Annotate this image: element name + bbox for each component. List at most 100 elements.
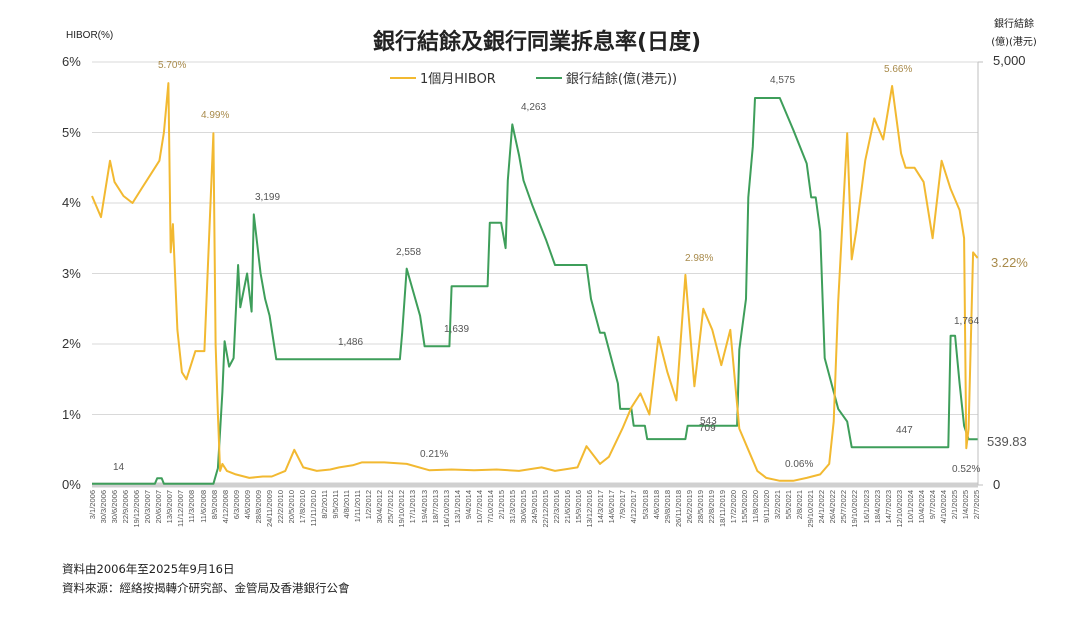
x-tick-label: 18/11/2019 [717,490,727,527]
legend-label-balance: 銀行結餘(億(港元)) [565,72,678,87]
annotation-balance-2006: 14 [113,462,125,473]
x-tick-label: 28/8/2009 [253,490,263,524]
x-tick-label: 1/11/2011 [353,490,363,523]
x-tick-label: 24/9/2015 [530,490,539,524]
x-tick-label: 6/3/2009 [231,490,241,520]
x-tick-label: 5/5/2021 [784,490,794,520]
x-tick-label: 3/1/2006 [88,490,97,520]
x-tick-label: 10/7/2014 [474,490,484,524]
x-tick-label: 13/1/2014 [452,490,462,524]
x-tick-label: 16/10/2013 [441,490,451,528]
y-tick-left: 2% [62,336,81,351]
annotation-hibor-2023: 5.66% [884,64,913,75]
x-tick-label: 22/12/2015 [541,490,551,528]
x-tick-label: 10/1/2024 [905,490,915,524]
x-tick-label: 4/12/2017 [629,490,639,524]
y-tick-left: 6% [62,54,81,69]
x-tick-label: 3/2/2021 [773,490,783,520]
y-tick-right-top: 5,000 [993,53,1026,68]
x-tick-label: 31/3/2015 [507,490,517,524]
x-tick-label: 1/4/2025 [960,490,970,520]
x-tick-label: 28/5/2019 [695,490,705,524]
x-tick-label: 9/5/2011 [331,490,341,519]
x-tick-label: 24/1/2022 [817,490,827,524]
x-tick-label: 7/9/2017 [618,490,628,520]
gridlines [92,61,978,415]
x-tick-label: 2/1/2025 [949,490,959,520]
left-axis-title: HIBOR(%) [66,30,114,41]
x-tick-label: 12/10/2023 [894,490,904,528]
x-tick-label: 11/6/2008 [198,490,208,523]
x-tick-label: 2/1/2015 [496,490,506,520]
x-tick-label: 22/3/2016 [552,490,562,524]
x-tick-label: 20/3/2007 [143,490,153,524]
x-tick-label: 24/11/2009 [264,490,274,527]
x-tick-label: 21/6/2016 [563,490,573,524]
right-axis-title: 銀行結餘 (億)(港元) [968,16,1060,52]
x-tick-label: 17/2/2020 [728,490,738,524]
y-tick-left: 0% [62,477,81,492]
legend-item-hibor[interactable]: 1個月HIBOR [390,68,496,87]
legend-swatch-hibor [390,76,416,79]
y-tick-left: 1% [62,407,81,422]
x-tick-label: 26/11/2018 [673,490,683,527]
x-tick-label: 25/7/2022 [839,490,849,524]
annotation-hibor-2019: 2.98% [685,253,714,264]
x-tick-label: 16/1/2023 [861,490,871,524]
annotation-balance-2011: 1,486 [338,337,364,348]
x-tick-label: 4/12/2008 [220,490,230,524]
annotation-balance-2012: 2,558 [396,247,422,258]
x-tick-label: 8/2/2011 [320,490,330,519]
annotation-balance-2024: 447 [896,425,913,436]
x-tick-label: 4/8/2011 [342,490,352,519]
legend: 1個月HIBOR 銀行結餘(億(港元)) [390,68,677,87]
x-tick-label: 30/4/2012 [375,490,385,524]
x-tick-label: 18/4/2023 [872,490,882,524]
legend-item-balance[interactable]: 銀行結餘(億(港元)) [535,68,678,87]
y-tick-left: 5% [62,125,81,140]
x-tick-label: 14/6/2017 [607,490,617,524]
annotation-balance-2015: 4,263 [521,102,547,113]
hibor-line [91,82,979,482]
annotation-balance-2013: 1,639 [444,324,470,335]
y-tick-left: 4% [62,195,81,210]
x-tick-label: 17/8/2010 [297,490,307,524]
x-tick-label: 26/2/2019 [684,490,694,524]
x-tick-label: 14/3/2017 [596,490,606,524]
annotation-hibor-2013: 0.21% [420,449,449,460]
annotation-hibor-2021: 0.06% [785,459,814,470]
legend-label-hibor: 1個月HIBOR [420,72,496,87]
x-tick-label: 9/11/2020 [762,490,772,523]
footnote-source: 資料來源：經絡按揭轉介研究部、金管局及香港銀行公會 [62,581,350,595]
y-tick-left: 3% [62,266,81,281]
annotation-balance-2019b: 709 [699,423,716,434]
footnote-period: 資料由2006年至2025年9月16日 [62,562,235,576]
x-tick-label: 30/6/2006 [110,490,120,524]
right-axis-title-line2: (億)(港元) [991,37,1037,48]
chart-title: 銀行結餘及銀行同業拆息率(日度) [372,30,702,55]
annotation-hibor-2025-low: 0.52% [952,464,981,475]
x-tick-label: 1/2/2012 [364,490,374,520]
x-tick-label: 15/5/2020 [739,490,749,524]
x-tick-label: 13/9/2007 [165,490,175,524]
x-tick-label: 22/9/2006 [121,490,131,524]
x-tick-label: 26/4/2022 [828,490,838,524]
x-tick-label: 30/6/2015 [518,490,528,524]
annotation-hibor-2008: 4.99% [201,110,230,121]
x-tick-label: 5/3/2018 [640,490,650,520]
right-axis-title-line1: 銀行結餘 [994,19,1034,30]
footnotes: 資料由2006年至2025年9月16日 資料來源：經絡按揭轉介研究部、金管局及香… [62,560,350,598]
y-tick-right-bottom: 0 [993,477,1001,492]
x-tick-label: 8/9/2008 [209,490,219,520]
x-tick-label: 19/4/2013 [419,490,429,524]
annotation-balance-latest: 539.83 [987,434,1027,449]
x-tick-label: 4/6/2018 [651,490,661,520]
x-axis-labels: 3/1/2006 30/3/2006 30/6/2006 22/9/2006 19/12… [88,490,981,548]
x-tick-label: 29/10/2021 [806,490,816,528]
x-tick-label: 29/8/2018 [662,490,672,524]
x-tick-label: 4/10/2024 [938,490,948,524]
x-tick-label: 20/5/2010 [286,490,296,524]
x-tick-label: 15/9/2016 [574,490,584,524]
annotation-balance-2019a: 543 [700,416,717,427]
